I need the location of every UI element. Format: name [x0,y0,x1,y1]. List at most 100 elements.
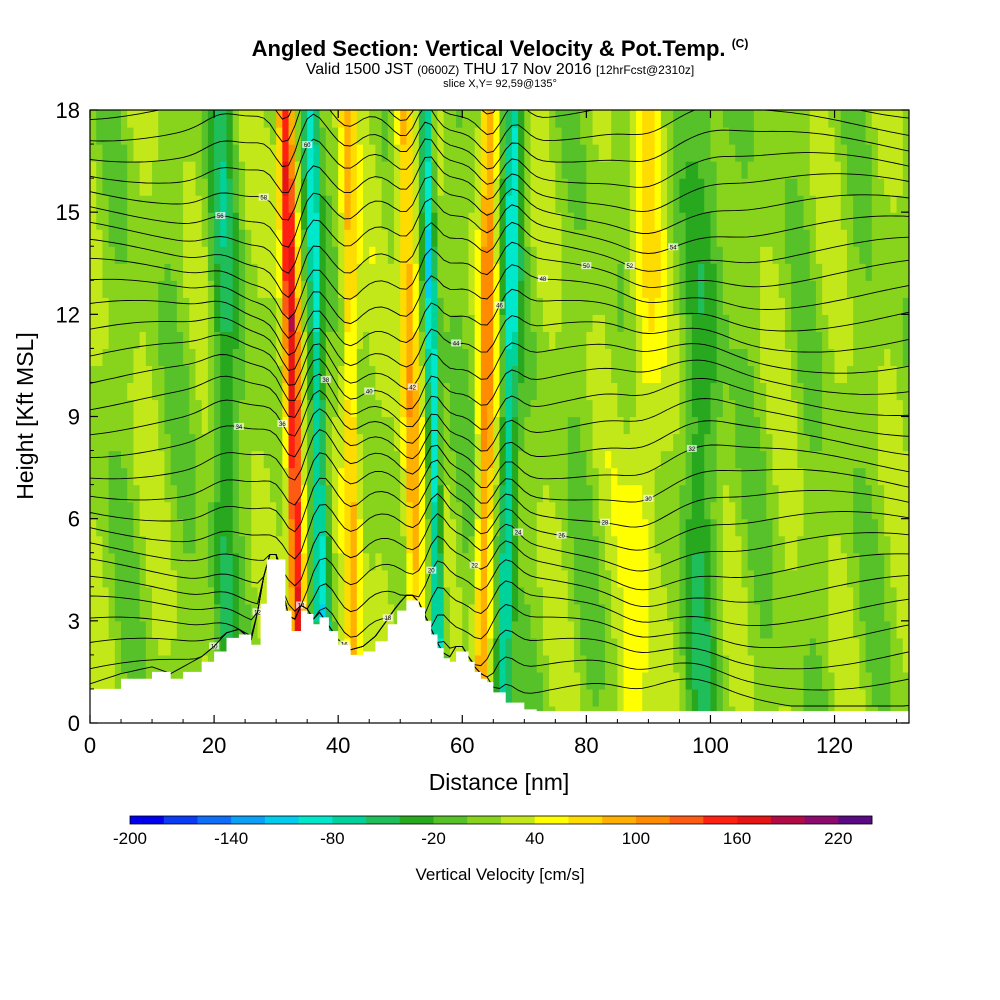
velocity-cell [133,348,141,367]
velocity-cell [760,688,767,707]
velocity-cell [369,399,377,418]
velocity-cell [877,229,885,247]
velocity-cell [853,280,860,298]
velocity-cell [846,671,854,690]
velocity-cell [542,552,550,571]
velocity-cell [580,518,587,537]
velocity-cell [251,246,259,264]
velocity-cell [778,518,786,537]
velocity-cell [747,416,755,435]
velocity-cell [822,229,829,247]
isentrope-line [90,428,909,488]
velocity-cell [877,535,885,554]
velocity-cell [896,654,904,673]
velocity-cell [356,246,364,264]
velocity-cell [139,433,147,452]
velocity-cell [896,144,904,162]
velocity-cell [288,467,296,486]
velocity-cell [629,569,637,588]
velocity-cell [555,671,563,690]
isentrope-line [90,113,909,170]
velocity-cell [629,467,637,486]
velocity-cell [791,212,798,230]
velocity-cell [418,416,426,435]
velocity-cell [350,263,358,281]
velocity-cell [363,569,370,588]
velocity-cell [580,552,587,571]
velocity-cell [642,518,650,537]
velocity-cell [220,229,228,247]
velocity-cell [859,297,867,315]
velocity-cell [636,365,643,384]
velocity-cell [834,229,842,247]
velocity-cell [586,671,594,690]
velocity-cell [214,161,221,179]
isentrope-label: 46 [496,304,503,310]
velocity-cell [176,144,184,162]
colorbar-swatch [433,816,468,824]
velocity-cell [511,110,519,128]
velocity-cell [530,399,538,418]
velocity-cell [890,467,898,486]
velocity-cell [170,229,178,247]
velocity-cell [487,603,494,622]
velocity-cell [245,348,252,367]
velocity-cell [108,331,116,349]
velocity-cell [418,178,426,196]
velocity-cell [294,314,302,332]
velocity-cell [598,552,606,571]
velocity-cell [300,297,308,315]
velocity-cell [567,416,575,435]
velocity-cell [729,144,736,162]
velocity-cell [108,178,116,196]
velocity-cell [828,382,836,401]
velocity-cell [716,331,724,349]
velocity-cell [555,297,563,315]
velocity-cell [611,671,618,690]
velocity-cell [307,161,314,179]
velocity-cell [809,382,817,401]
velocity-cell [425,552,432,571]
velocity-cell [561,603,569,622]
velocity-cell [840,365,848,384]
velocity-cell [226,195,234,213]
velocity-cell [232,246,240,264]
velocity-cell [176,620,184,639]
velocity-cell [542,586,550,605]
velocity-cell [245,331,252,349]
velocity-cell [313,603,321,622]
velocity-cell [499,195,507,213]
velocity-cell [791,365,798,384]
velocity-cell [530,314,538,332]
velocity-cell [381,365,389,384]
velocity-cell [753,467,761,486]
velocity-cell [667,178,674,196]
velocity-cell [741,603,749,622]
velocity-cell [679,586,687,605]
velocity-cell [636,161,643,179]
velocity-cell [896,110,904,128]
velocity-cell [437,518,445,537]
velocity-cell [511,161,519,179]
velocity-cell [573,161,581,179]
velocity-cell [679,382,687,401]
velocity-cell [685,501,693,520]
velocity-cell [400,416,408,435]
velocity-cell [269,127,277,145]
velocity-cell [716,144,724,162]
velocity-cell [555,331,563,349]
velocity-cell [722,399,730,418]
velocity-cell [257,348,265,367]
velocity-cell [406,161,414,179]
velocity-cell [331,246,339,264]
velocity-cell [654,654,662,673]
velocity-cell [133,450,141,469]
velocity-cell [338,110,345,128]
velocity-cell [164,399,172,418]
velocity-cell [722,518,730,537]
velocity-cell [530,246,538,264]
colorbar-swatch [534,816,569,824]
velocity-cell [859,161,867,179]
velocity-cell [710,246,718,264]
velocity-cell [722,671,730,690]
